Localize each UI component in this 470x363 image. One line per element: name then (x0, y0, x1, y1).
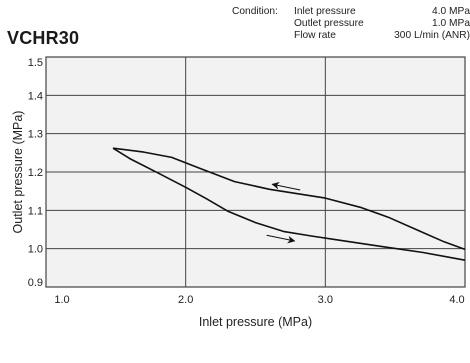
curves (112, 147, 466, 261)
x-tick-label: 1.0 (54, 294, 69, 306)
direction-arrow (266, 234, 296, 244)
direction-arrows (266, 181, 301, 244)
condition-value: 300 L/min (ANR) (394, 30, 470, 41)
model-title: VCHR30 (7, 28, 80, 48)
y-axis-label: Outlet pressure (MPa) (11, 111, 25, 234)
condition-name: Outlet pressure (294, 18, 364, 29)
x-tick-labels: 1.0 2.0 3.0 4.0 (54, 294, 464, 306)
condition-name: Inlet pressure (294, 6, 356, 17)
condition-name: Flow rate (294, 30, 336, 41)
y-tick-label: 1.2 (28, 167, 43, 179)
y-tick-label: 1.1 (28, 205, 43, 217)
x-tick-label: 4.0 (449, 294, 464, 306)
y-tick-label: 1.3 (28, 129, 43, 141)
x-axis-label: Inlet pressure (MPa) (199, 315, 312, 329)
condition-value: 4.0 MPa (432, 6, 470, 17)
increasing-pressure-curve (112, 147, 466, 261)
direction-arrow (271, 181, 301, 191)
y-tick-labels: 0.9 1.0 1.1 1.2 1.3 1.4 1.5 (28, 57, 43, 289)
y-tick-label: 0.9 (28, 277, 43, 289)
condition-value: 1.0 MPa (432, 18, 470, 29)
decreasing-pressure-curve (112, 147, 466, 251)
condition-label: Condition: (232, 6, 278, 17)
y-tick-label: 1.5 (28, 57, 43, 69)
x-tick-label: 2.0 (178, 294, 193, 306)
y-tick-label: 1.0 (28, 244, 43, 256)
x-tick-label: 3.0 (318, 294, 333, 306)
y-tick-label: 1.4 (28, 90, 43, 102)
